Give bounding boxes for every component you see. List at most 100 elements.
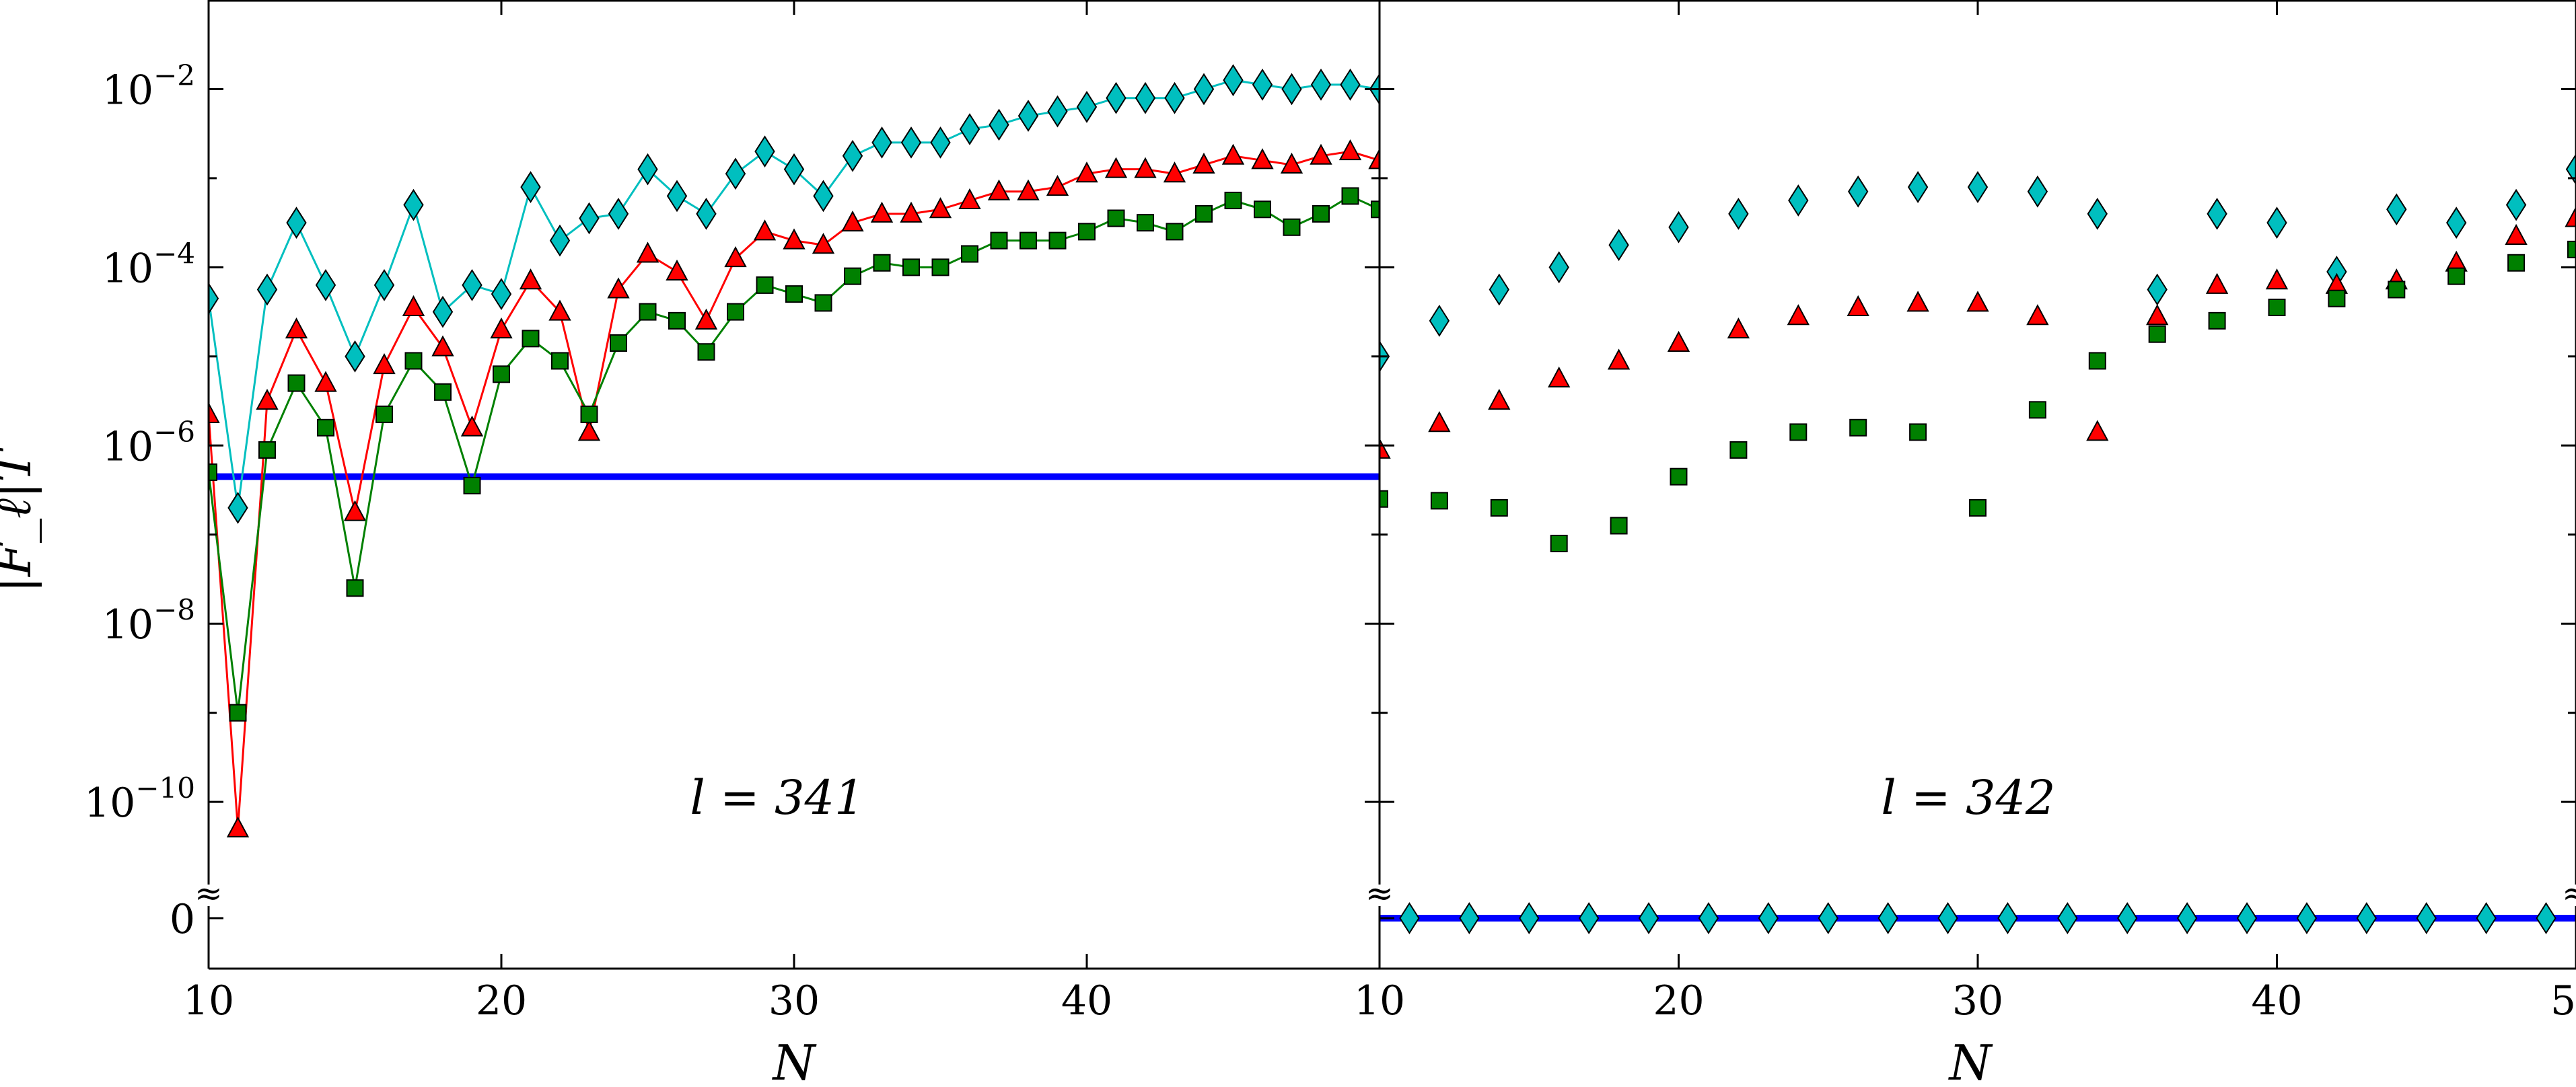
plot-area	[209, 64, 1380, 837]
data-point-square	[1107, 209, 1125, 227]
data-point-triangle	[1338, 139, 1362, 161]
data-point-square	[1729, 441, 1748, 459]
data-point-diamond	[1459, 902, 1480, 934]
data-point-diamond	[1047, 95, 1068, 128]
data-point-diamond	[520, 171, 541, 204]
data-point-diamond	[2266, 207, 2287, 239]
x-tick-label: 40	[1061, 977, 1112, 1024]
y-tick-label: 10−2	[102, 59, 195, 114]
data-point-square	[873, 254, 891, 272]
plot-area	[1380, 153, 2576, 934]
data-point-diamond	[1967, 171, 1989, 204]
data-point-square	[639, 303, 657, 321]
data-point-diamond	[1281, 73, 1302, 106]
data-point-triangle	[1163, 161, 1186, 183]
data-point-diamond	[608, 198, 629, 230]
data-point-square	[1909, 423, 1927, 441]
data-point-triangle	[1667, 330, 1690, 352]
data-point-diamond	[2416, 902, 2437, 934]
data-point-diamond	[227, 492, 248, 524]
data-point-triangle	[373, 352, 396, 375]
data-point-triangle	[1134, 157, 1157, 178]
data-point-diamond	[1788, 184, 1809, 217]
data-point-diamond	[2117, 902, 2138, 934]
x-tick-label: 20	[1653, 977, 1704, 1024]
data-point-diamond	[1489, 273, 1509, 306]
data-point-diamond	[1135, 81, 1156, 114]
data-point-triangle	[666, 259, 688, 281]
data-point-diamond	[1638, 902, 1659, 934]
data-point-square	[287, 374, 306, 392]
data-point-triangle	[987, 179, 1011, 200]
data-point-square	[2567, 240, 2576, 258]
data-point-triangle	[402, 295, 425, 316]
data-point-square	[1312, 204, 1330, 223]
data-point-diamond	[1548, 251, 1569, 284]
data-point-square	[580, 405, 598, 423]
data-point-triangle	[1847, 295, 1869, 316]
annotation-right: l = 342	[1881, 770, 2055, 825]
data-point-square	[814, 294, 832, 312]
data-point-square	[404, 352, 423, 370]
data-point-diamond	[1728, 198, 1749, 230]
data-point-triangle	[1727, 317, 1750, 339]
data-point-square	[2028, 401, 2046, 419]
data-point-diamond	[1310, 68, 1332, 101]
data-point-diamond	[1937, 902, 1958, 934]
x-axis-label-right: N	[1948, 1035, 1994, 1087]
data-point-square	[1371, 200, 1380, 219]
data-point-square	[1137, 214, 1154, 232]
data-point-triangle	[1380, 437, 1391, 459]
data-point-diamond	[2176, 902, 2198, 934]
data-point-diamond	[256, 273, 278, 306]
right-panel: ≈ ≈10 20 30 40 50	[1354, 0, 2576, 1024]
data-point-diamond	[2147, 273, 2168, 306]
y-tick-label: 10−4	[102, 237, 195, 292]
data-point-diamond	[783, 153, 805, 186]
data-point-triangle	[1787, 304, 1810, 326]
data-point-triangle	[226, 816, 250, 837]
data-point-square	[1670, 467, 1688, 486]
annotation-left: l = 341	[690, 770, 864, 825]
data-point-diamond	[2536, 902, 2556, 934]
data-point-square	[493, 365, 510, 383]
data-point-triangle	[1104, 157, 1128, 178]
x-tick-label: 20	[476, 977, 527, 1024]
data-point-square	[1849, 418, 1867, 437]
data-point-diamond	[666, 180, 688, 213]
data-point-diamond	[637, 153, 658, 186]
data-point-square	[1078, 223, 1096, 241]
data-point-diamond	[2356, 902, 2377, 934]
x-axis-label-left: N	[772, 1035, 818, 1087]
data-point-triangle	[1428, 411, 1451, 433]
data-point-square	[1430, 492, 1448, 510]
data-point-diamond	[2236, 902, 2258, 934]
data-point-triangle	[1046, 175, 1069, 196]
data-point-diamond	[549, 224, 571, 257]
data-point-diamond	[2057, 902, 2078, 934]
data-point-square	[727, 303, 744, 321]
data-point-triangle	[1607, 348, 1631, 370]
data-point-triangle	[694, 308, 718, 330]
data-point-diamond	[2476, 902, 2497, 934]
data-point-diamond	[1399, 902, 1420, 934]
data-point-square	[229, 704, 247, 722]
data-point-diamond	[1907, 171, 1929, 204]
data-point-diamond	[754, 135, 775, 168]
data-point-square	[209, 463, 217, 482]
data-point-triangle	[607, 277, 630, 299]
x-tick-label: 30	[1952, 977, 2003, 1024]
axis-break-mark: ≈	[1365, 874, 1394, 913]
data-point-square	[1283, 218, 1301, 236]
data-point-square	[961, 245, 978, 263]
data-point-diamond	[1608, 229, 1629, 262]
data-point-diamond	[1164, 81, 1185, 114]
data-point-triangle	[753, 219, 777, 241]
data-point-square	[610, 334, 627, 352]
data-point-diamond	[2027, 175, 2048, 208]
data-point-diamond	[462, 269, 482, 301]
data-point-diamond	[1193, 73, 1215, 106]
data-point-square	[346, 579, 364, 597]
data-point-diamond	[1877, 902, 1898, 934]
